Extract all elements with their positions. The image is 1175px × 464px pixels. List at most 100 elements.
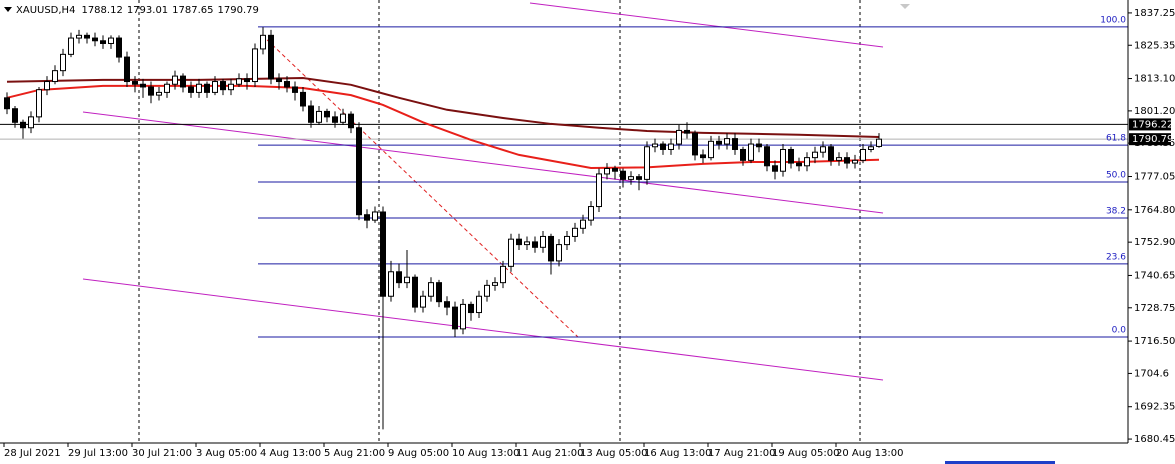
price-label: 1796.22 <box>1132 119 1173 130</box>
fibo-label: 100.0 <box>1100 15 1126 25</box>
candle-body <box>836 157 842 161</box>
candle-body <box>668 143 674 150</box>
y-tick-label: 1777.05 <box>1134 172 1175 183</box>
candle-body <box>292 86 298 93</box>
candle-body <box>500 265 506 284</box>
candle-body <box>748 143 754 161</box>
candle-body <box>268 34 274 80</box>
candle-body <box>468 303 474 314</box>
candle-body <box>420 295 426 308</box>
candle-body <box>156 91 162 96</box>
y-tick-label: 1680.45 <box>1134 434 1175 445</box>
candle-body <box>212 81 218 93</box>
candle-body <box>60 53 66 72</box>
close: 1790.79 <box>218 5 259 16</box>
candle-body <box>92 37 98 42</box>
candle-body <box>636 176 642 180</box>
candle-body <box>612 168 618 172</box>
candle-body <box>76 34 82 39</box>
candle-body <box>860 148 866 161</box>
candle-body <box>740 148 746 161</box>
candle-body <box>100 40 106 44</box>
candle-body <box>660 143 666 150</box>
candle-body <box>52 70 58 83</box>
candle-body <box>12 108 18 123</box>
candle-body <box>596 173 602 208</box>
channel-line <box>82 278 884 381</box>
candle-body <box>20 121 26 129</box>
candle-body <box>452 306 458 330</box>
fibo-trend <box>261 34 579 338</box>
candle-body <box>788 148 794 164</box>
x-tick-label: 3 Aug 05:00 <box>196 448 257 459</box>
y-tick-label: 1704.6 <box>1134 368 1169 379</box>
candle-body <box>868 146 874 150</box>
candle-body <box>724 138 730 145</box>
y-tick-label: 1801.20 <box>1134 106 1175 117</box>
candle-body <box>564 235 570 246</box>
candle-body <box>772 165 778 172</box>
candle-body <box>220 81 226 91</box>
candle-body <box>68 37 74 55</box>
x-tick-label: 9 Aug 05:00 <box>388 448 449 459</box>
menu-triangle <box>4 7 12 12</box>
candle-body <box>148 86 154 96</box>
y-tick-label: 1813.10 <box>1134 74 1175 85</box>
candle-body <box>676 129 682 145</box>
candle-body <box>828 146 834 161</box>
candle-body <box>172 75 178 85</box>
candle-body <box>444 301 450 308</box>
candle-body <box>796 162 802 167</box>
candle-body <box>852 159 858 164</box>
candle-body <box>348 113 354 129</box>
y-tick-label: 1837.25 <box>1134 8 1175 19</box>
candle-body <box>684 129 690 134</box>
candle-body <box>196 83 202 93</box>
x-tick-label: 13 Aug 05:00 <box>580 448 647 459</box>
candle-body <box>436 282 442 303</box>
y-tick-label: 1752.90 <box>1134 237 1175 248</box>
candle-body <box>516 238 522 246</box>
fibo-label: 23.6 <box>1106 252 1126 262</box>
candle-body <box>108 37 114 44</box>
candle-body <box>532 241 538 248</box>
symbol: XAUUSD,H4 <box>16 5 75 16</box>
fibo-label: 50.0 <box>1106 170 1126 180</box>
low: 1787.65 <box>172 5 213 16</box>
candle-body <box>820 146 826 153</box>
x-tick-label: 16 Aug 13:00 <box>644 448 711 459</box>
marker <box>900 4 910 9</box>
x-tick-label: 20 Aug 13:00 <box>836 448 903 459</box>
candle-body <box>580 219 586 229</box>
candle-body <box>404 276 410 284</box>
candle-body <box>396 271 402 284</box>
channel-line <box>82 111 884 214</box>
trend-channel <box>82 2 884 381</box>
candle-body <box>244 78 250 83</box>
y-tick-label: 1764.80 <box>1134 205 1175 216</box>
candle-body <box>140 83 146 88</box>
candle-body <box>252 48 258 83</box>
candle-body <box>188 86 194 93</box>
chart-title: XAUUSD,H4 1788.12 1793.01 1787.65 1790.79 <box>16 5 259 16</box>
candle-body <box>804 157 810 167</box>
plot <box>0 26 1128 430</box>
candle-body <box>844 157 850 164</box>
candle-body <box>260 34 266 50</box>
candle-body <box>124 56 130 83</box>
candle-body <box>324 110 330 118</box>
y-tick-label: 1716.50 <box>1134 336 1175 347</box>
candle-body <box>228 83 234 91</box>
candle-body <box>556 244 562 262</box>
candle-body <box>708 140 714 159</box>
candle-body <box>284 81 290 88</box>
x-tick-label: 4 Aug 13:00 <box>260 448 321 459</box>
candle-body <box>276 78 282 83</box>
x-tick-label: 29 Jul 13:00 <box>68 448 128 459</box>
candle-body <box>388 271 394 297</box>
candle-body <box>204 83 210 93</box>
y-tick-label: 1728.75 <box>1134 303 1175 314</box>
